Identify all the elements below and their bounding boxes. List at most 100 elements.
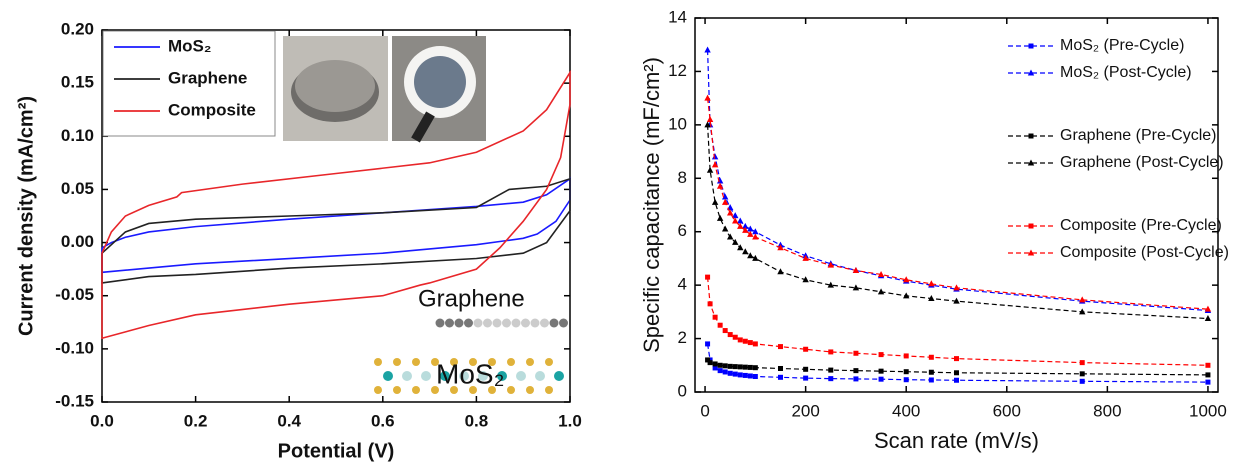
marker-square (717, 322, 723, 328)
marker-square (777, 344, 783, 350)
atom (450, 386, 458, 394)
marker-triangle (903, 292, 910, 299)
marker-triangle (732, 238, 739, 245)
marker-triangle (827, 281, 834, 288)
marker-square (722, 363, 728, 369)
atom (402, 371, 412, 381)
legend-label: Graphene (Pre-Cycle) (1060, 127, 1217, 144)
marker-triangle (802, 254, 809, 261)
marker-square (742, 372, 748, 378)
marker-triangle (737, 244, 744, 251)
marker-triangle (852, 284, 860, 291)
legend-label: Composite (168, 100, 256, 119)
atom (507, 386, 515, 394)
marker-square (707, 301, 713, 307)
marker-triangle (742, 248, 749, 255)
marker-triangle (721, 225, 729, 232)
tweezer (411, 111, 435, 143)
atom (374, 386, 382, 394)
legend-label: MoS₂ (Pre-Cycle) (1060, 37, 1184, 54)
atom (530, 318, 540, 328)
atom (507, 358, 515, 366)
series-line (706, 124, 1208, 320)
y-tick-label: 14 (668, 7, 687, 26)
marker-triangle (721, 193, 729, 200)
marker-square (853, 350, 859, 356)
atom (488, 358, 496, 366)
legend-marker (1028, 133, 1034, 139)
legend-label: Graphene (Post-Cycle) (1060, 154, 1224, 171)
atom (421, 371, 431, 381)
marker-square (752, 365, 758, 371)
y-tick-label: 0.20 (61, 19, 94, 38)
marker-triangle (716, 182, 724, 189)
marker-square (928, 377, 934, 383)
marker-triangle (852, 266, 860, 273)
marker-triangle (877, 270, 885, 277)
atom (440, 371, 450, 381)
y-tick-label: 8 (678, 168, 687, 187)
marker-square (1205, 379, 1211, 385)
electrode (414, 56, 466, 108)
y-tick-label: 0 (678, 381, 687, 400)
marker-triangle (727, 233, 734, 240)
atom (469, 358, 477, 366)
atom (383, 371, 393, 381)
marker-triangle (704, 46, 711, 53)
inset-photos (283, 36, 486, 143)
y-tick-label: 6 (678, 221, 687, 240)
x-tick-label: 800 (1093, 401, 1121, 420)
legend-label: Composite (Pre-Cycle) (1060, 217, 1222, 234)
atom (521, 318, 530, 328)
marker-square (777, 365, 783, 371)
marker-square (717, 368, 723, 374)
x-axis-label: Scan rate (mV/s) (874, 428, 1039, 453)
atom (473, 318, 483, 328)
marker-square (853, 376, 859, 382)
marker-square (737, 364, 743, 370)
marker-triangle (1204, 315, 1212, 322)
atom (488, 386, 496, 394)
y-tick-label: 10 (668, 114, 687, 133)
legend-label: MoS₂ (168, 36, 211, 55)
atom (464, 318, 473, 328)
marker-square (928, 354, 934, 360)
marker-square (828, 349, 834, 355)
marker-square (954, 356, 959, 362)
marker-square (727, 370, 733, 376)
atom (545, 358, 553, 366)
y-tick-label: 0.15 (61, 73, 94, 92)
marker-square (727, 332, 733, 338)
marker-triangle (704, 121, 711, 128)
marker-square (1205, 372, 1211, 378)
marker-triangle (953, 297, 960, 304)
y-tick-label: 0.05 (61, 179, 94, 198)
x-tick-label: 200 (791, 401, 819, 420)
marker-square (1079, 371, 1085, 377)
x-tick-label: 0.2 (184, 411, 208, 430)
y-axis-label: Specific capacitance (mF/cm²) (639, 57, 664, 353)
marker-square (752, 341, 758, 347)
legend-marker (1028, 43, 1034, 49)
marker-triangle (716, 214, 724, 221)
atom (483, 318, 492, 328)
atom (526, 358, 534, 366)
marker-square (732, 334, 738, 340)
marker-triangle (704, 94, 711, 101)
marker-square (903, 369, 909, 375)
marker-triangle (903, 276, 910, 283)
atom (540, 318, 549, 328)
marker-square (903, 377, 909, 383)
marker-square (707, 360, 713, 366)
marker-square (712, 314, 718, 320)
marker-triangle (953, 284, 960, 291)
marker-square (1079, 360, 1085, 366)
y-tick-label: 4 (678, 275, 687, 294)
y-tick-label: -0.10 (55, 338, 94, 357)
marker-square (878, 352, 884, 358)
marker-triangle (1079, 308, 1086, 315)
atom (412, 358, 420, 366)
atom (511, 318, 521, 328)
atom (469, 386, 477, 394)
